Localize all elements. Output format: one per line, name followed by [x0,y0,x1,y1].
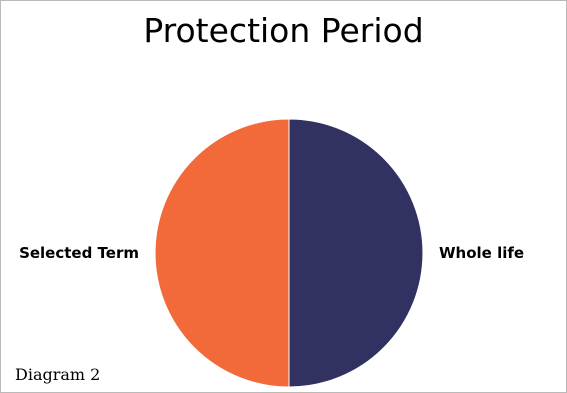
slice-label-whole-life: Whole life [439,244,524,262]
slice-label-selected-term: Selected Term [19,244,139,262]
pie-slice-whole-life [288,118,424,388]
chart-title: Protection Period [143,11,424,50]
diagram-caption: Diagram 2 [15,365,101,384]
pie-slice-selected-term [154,118,290,388]
